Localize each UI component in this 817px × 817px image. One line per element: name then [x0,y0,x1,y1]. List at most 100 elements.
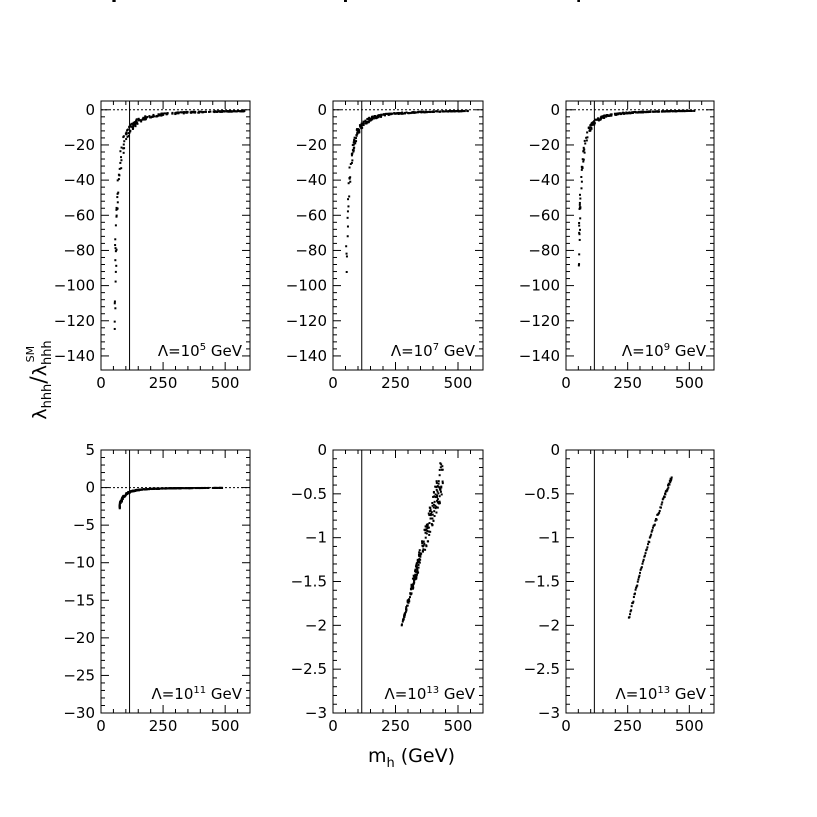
data-point [435,110,438,113]
data-point [386,112,389,115]
data-point [128,126,131,129]
data-point [413,581,416,584]
data-point [162,487,165,490]
y-tick-label: 5 [85,441,95,459]
data-point [134,121,137,124]
data-point [582,158,585,161]
data-point [146,115,149,118]
data-point [201,487,204,490]
data-point [439,462,442,465]
data-point [162,113,165,116]
data-point [413,579,416,582]
data-point [435,506,438,509]
y-tick-label: −40 [63,171,95,189]
data-point [425,528,428,531]
data-point [380,115,383,118]
x-tick-label: 0 [328,717,338,735]
data-point [129,125,132,128]
data-point [137,118,140,121]
x-tick-label: 500 [211,374,240,392]
data-point [128,491,131,494]
data-point [158,114,161,117]
data-point [592,121,595,124]
data-point [184,111,187,114]
x-tick-label: 500 [675,717,704,735]
data-point [396,112,399,115]
data-point [353,138,356,141]
data-point [577,264,580,267]
data-point [622,111,625,114]
data-point [347,198,350,201]
data-point [362,120,365,123]
data-point [590,122,593,125]
data-point [415,573,418,576]
data-point [114,224,117,227]
data-point [345,252,348,255]
data-point [646,111,649,114]
data-points [627,476,673,619]
data-point [639,571,641,574]
data-point [353,136,356,139]
data-point [345,245,348,248]
y-tick-label: −140 [519,347,560,365]
data-point [358,130,361,133]
data-point [403,111,406,114]
data-point [202,111,205,114]
y-tick-label: −80 [295,241,327,259]
data-point [585,139,588,142]
data-point [405,609,408,612]
y-tick-label: −120 [286,312,327,330]
data-point [421,540,424,543]
data-point [434,507,437,510]
data-point [441,480,444,483]
data-point [364,120,367,123]
data-point [151,115,154,118]
data-point [689,109,692,112]
x-tick-label: 500 [675,374,704,392]
data-point [114,270,117,273]
y-tick-label: −20 [63,136,95,154]
y-tick-label: −2.5 [524,660,560,678]
data-point [118,505,121,508]
data-point [114,238,117,241]
y-tick-label: 0 [550,441,560,459]
data-point [114,307,117,310]
data-point [119,161,122,164]
data-point [120,500,123,503]
data-point [168,487,171,490]
data-point [433,510,436,513]
plot-frame [332,449,484,714]
data-point [433,495,436,498]
data-point [118,167,121,170]
data-point [580,168,583,171]
data-point [673,110,676,113]
data-point [151,487,154,490]
data-point [434,496,437,499]
y-tick-label: −2.5 [291,660,327,678]
data-point [171,111,174,114]
data-point [431,523,434,526]
data-point [426,527,429,530]
y-tick-label: −25 [63,666,95,684]
data-point [404,612,407,615]
data-point [650,533,653,536]
data-point [597,117,600,120]
x-tick-label: 500 [444,717,473,735]
data-point [135,119,138,122]
data-point [416,572,419,575]
data-point [376,114,379,117]
data-point [418,549,421,552]
data-point [208,110,211,113]
data-point [114,250,117,253]
data-point [143,488,146,491]
data-point [653,523,656,526]
data-points [344,0,469,273]
data-points [577,0,696,267]
data-point [148,487,151,490]
data-point [160,112,163,115]
data-point [350,154,353,157]
data-point [424,548,427,551]
data-point [123,140,126,143]
y-tick-label: −140 [286,347,327,365]
